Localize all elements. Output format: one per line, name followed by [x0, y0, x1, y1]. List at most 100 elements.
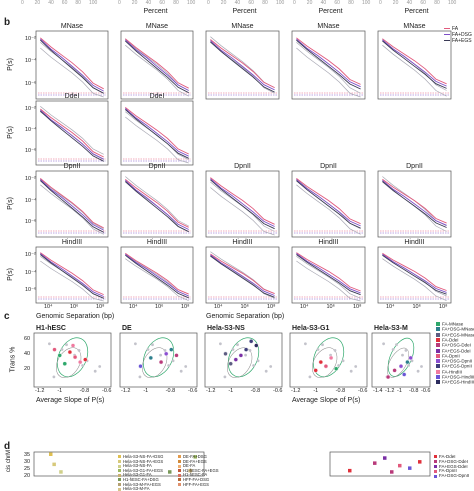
legend-swatch — [434, 464, 437, 468]
top-tick: 100 — [89, 0, 98, 6]
series-line-FA-EGS — [210, 41, 275, 93]
panel-letter-c: c — [4, 311, 10, 322]
scatter-point — [223, 351, 228, 356]
subplot-frame — [120, 30, 194, 100]
top-tick: 60 — [420, 0, 426, 6]
legend-label: DE-FA+DSG — [183, 454, 207, 459]
x-tick: -0.8 — [165, 388, 176, 394]
background-point — [171, 359, 175, 363]
series-line-FA-DSG — [125, 253, 189, 297]
y-tick: 10⁻⁶ — [25, 287, 37, 294]
y-axis-label-c: Trans % — [9, 346, 17, 373]
legend-entry: FA+DSG — [444, 33, 472, 38]
series-line-FA-DSG — [210, 178, 275, 227]
chrm-point — [168, 470, 172, 474]
subplot-frame — [205, 170, 280, 238]
subplot-title: MNase — [231, 23, 254, 30]
top-percent-label: Percent — [232, 8, 257, 15]
legend-entry: FA+EGS-DdeI — [434, 464, 468, 470]
series-line-FA-EGS — [124, 40, 189, 94]
top-tick: 100 — [362, 0, 371, 6]
chrm-point — [418, 460, 422, 464]
subplot-frame — [291, 170, 366, 238]
panel-letter-b: b — [4, 17, 11, 28]
cluster-ellipse — [56, 337, 89, 378]
legend-swatch — [436, 322, 440, 326]
x-tick: -0.8 — [335, 388, 346, 394]
y-tick: 10⁻⁴ — [25, 58, 37, 65]
legend-swatch — [436, 332, 440, 337]
y-axis-label: P(s) — [6, 58, 14, 71]
legend-entry: FA+DSG-HindIII — [436, 375, 474, 380]
series-line-FA-EGS — [382, 40, 447, 89]
background-point — [65, 343, 68, 347]
scatter-point — [385, 374, 391, 380]
x-tick: 10⁸ — [267, 304, 276, 310]
x-tick: -1.2 — [206, 388, 216, 394]
legend-label: FA+DSG-DdeI — [442, 342, 471, 348]
legend-swatch — [436, 364, 440, 369]
series-line-FA-DSG — [296, 179, 361, 227]
series-line-FA — [125, 178, 189, 228]
background-point — [416, 369, 420, 373]
subplot-frame — [204, 332, 283, 388]
x-axis-label-c: Average Slope of P(s) — [292, 397, 361, 404]
legend-entry: FA+EGS-DdeI — [436, 348, 471, 354]
legend-label: FA+DSG — [452, 32, 472, 38]
reference-curve — [210, 251, 275, 295]
legend-entry: DE-FA — [178, 464, 195, 468]
background-point — [407, 364, 410, 367]
scatter-point — [233, 357, 238, 362]
x-tick: -1.2 — [121, 388, 131, 394]
x-tick: -0.8 — [250, 388, 261, 394]
legend-label: FA-HindIII — [442, 369, 463, 375]
scatter-title: H1-hESC — [36, 325, 66, 332]
subplot-title: DpnII — [406, 163, 423, 170]
top-percent-label: Percent — [143, 8, 168, 15]
decay-subplot — [35, 100, 109, 166]
cluster-ellipse — [312, 337, 345, 378]
background-point — [98, 365, 102, 368]
legend-swatch — [434, 469, 437, 473]
reference-curve — [40, 184, 104, 235]
subplot-title: DdeI — [149, 93, 165, 100]
scatter-title: Hela-S3-M — [374, 325, 408, 332]
series-line-FA — [40, 252, 104, 296]
top-tick: 20 — [131, 0, 138, 6]
reference-curve — [296, 42, 361, 94]
series-line-FA-EGS — [125, 254, 189, 299]
series-line-FA-EGS — [382, 181, 447, 228]
legend-label: FA+EGS-DpnII — [442, 363, 472, 369]
reference-curve — [40, 47, 104, 98]
x-tick: 10⁶ — [326, 304, 335, 310]
x-tick: 10⁶ — [412, 304, 421, 310]
subplot-title: DpnII — [234, 163, 251, 170]
scatter-point — [398, 364, 404, 369]
x-tick: -0.6 — [421, 388, 431, 394]
legend-label: FA+EGS — [452, 38, 472, 44]
series-line-FA-EGS — [296, 180, 361, 229]
legend-entry: Hela-S3-M-FA — [118, 487, 150, 491]
series-line-FA-DSG — [210, 40, 275, 91]
legend-swatch — [118, 464, 121, 468]
legend-label: FA-DdeI — [439, 454, 456, 459]
top-tick: 40 — [320, 0, 327, 6]
x-axis-label-c: Average Slope of P(s) — [36, 397, 105, 404]
scatter-point — [328, 355, 334, 361]
chrm-point — [59, 470, 63, 474]
top-tick: 40 — [234, 0, 241, 6]
background-point — [391, 348, 395, 351]
y-tick: 25 — [24, 466, 31, 472]
legend-entry: FA+EGS — [444, 39, 472, 44]
x-axis-label-b: Genomic Separation (bp) — [206, 313, 285, 320]
x-tick: 10⁸ — [96, 304, 105, 310]
top-tick: 40 — [145, 0, 152, 6]
scatter-title: Hela-S3-NS — [207, 325, 245, 332]
background-point — [219, 342, 222, 346]
cluster-ellipse — [142, 337, 175, 378]
subplot-title: HindIII — [232, 239, 253, 246]
background-point — [163, 349, 167, 352]
chrm-point — [390, 470, 394, 474]
x-tick: 10⁸ — [439, 304, 448, 310]
background-point — [167, 364, 170, 367]
